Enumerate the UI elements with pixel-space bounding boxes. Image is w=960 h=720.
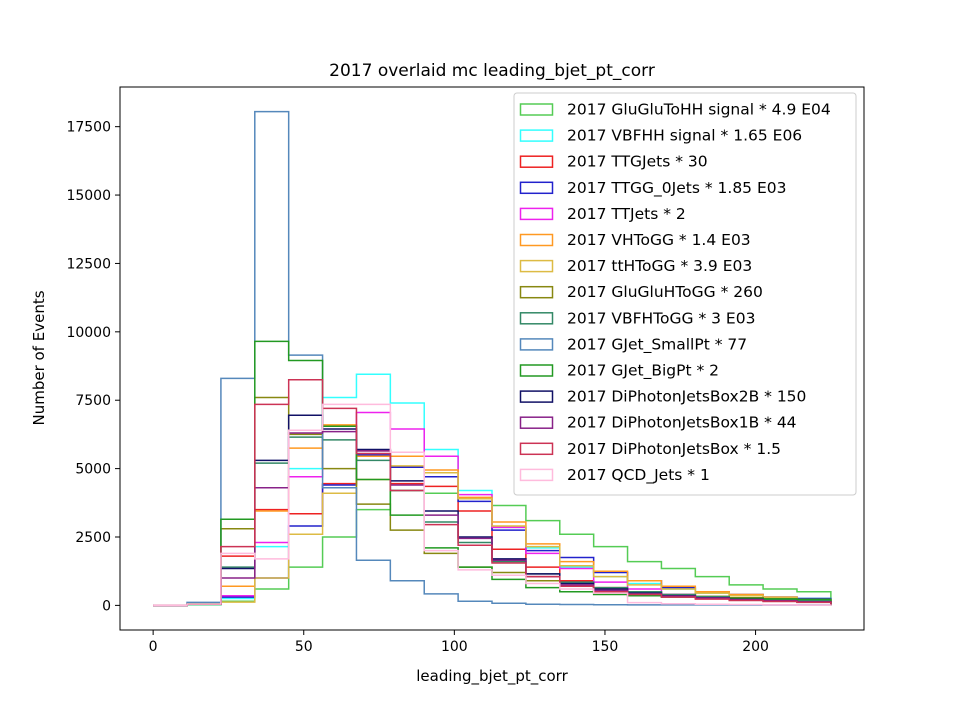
y-tick-label: 7500 (75, 393, 111, 409)
legend-label: 2017 DiPhotonJetsBox2B * 150 (567, 388, 806, 406)
y-axis-label: Number of Events (30, 290, 48, 425)
x-axis: 0 50 100 150 200 (149, 630, 769, 655)
x-tick-label: 0 (149, 639, 158, 655)
legend-swatch (519, 468, 554, 482)
chart-title: 2017 overlaid mc leading_bjet_pt_corr (329, 61, 655, 81)
legend-label: 2017 TTJets * 2 (567, 205, 686, 223)
x-tick-label: 150 (592, 639, 619, 655)
legend-label: 2017 GJet_SmallPt * 77 (567, 335, 747, 354)
legend-swatch (519, 233, 554, 247)
legend-label: 2017 DiPhotonJetsBox * 1.5 (567, 440, 781, 458)
y-tick-label: 10000 (66, 325, 111, 341)
legend-swatch (519, 390, 554, 403)
x-tick-label: 100 (441, 639, 468, 655)
legend-label: 2017 GluGluToHH signal * 4.9 E04 (567, 101, 831, 119)
legend-label: 2017 ttHToGG * 3.9 E03 (567, 257, 752, 275)
legend-swatch (519, 129, 554, 142)
legend-label: 2017 DiPhotonJetsBox1B * 44 (567, 414, 797, 432)
legend-swatch (519, 155, 554, 168)
legend-swatch (519, 285, 554, 299)
series-line-13 (153, 378, 832, 607)
legend-swatch (519, 259, 554, 273)
legend-swatch (519, 181, 554, 195)
legend-label: 2017 VBFHToGG * 3 E03 (567, 309, 755, 327)
legend-swatch (519, 207, 554, 221)
series-line-6 (153, 465, 832, 607)
legend-swatch (519, 442, 554, 456)
y-axis: 0 2500 5000 7500 10000 12500 15000 17500 (66, 120, 120, 614)
y-tick-label: 17500 (66, 120, 111, 136)
legend-swatch (519, 364, 554, 377)
legend-label: 2017 TTGG_0Jets * 1.85 E03 (567, 179, 787, 198)
legend-label: 2017 VHToGG * 1.4 E03 (567, 231, 751, 249)
legend-swatch (519, 103, 554, 116)
x-axis-label: leading_bjet_pt_corr (416, 667, 568, 686)
legend-label: 2017 QCD_Jets * 1 (567, 466, 710, 485)
y-tick-label: 0 (102, 598, 111, 614)
y-tick-label: 2500 (75, 530, 111, 546)
legend-swatch (519, 338, 554, 351)
legend-swatch (519, 416, 554, 429)
legend-label: 2017 GJet_BigPt * 2 (567, 362, 719, 381)
y-tick-label: 5000 (75, 462, 111, 478)
legend-swatch (519, 312, 554, 325)
y-tick-label: 12500 (66, 256, 111, 272)
legend-label: 2017 VBFHH signal * 1.65 E06 (567, 127, 802, 145)
series-line-14 (153, 403, 832, 607)
plot-area (153, 110, 832, 607)
legend-label: 2017 TTGJets * 30 (567, 153, 708, 171)
x-tick-label: 50 (295, 639, 313, 655)
x-tick-label: 200 (742, 639, 769, 655)
legend-frame (513, 92, 857, 496)
legend: 2017 GluGluToHH signal * 4.9 E04 2017 VBF… (513, 92, 857, 496)
y-tick-label: 15000 (66, 188, 111, 204)
legend-label: 2017 GluGluHToGG * 260 (567, 283, 763, 301)
plot-frame (119, 86, 865, 631)
